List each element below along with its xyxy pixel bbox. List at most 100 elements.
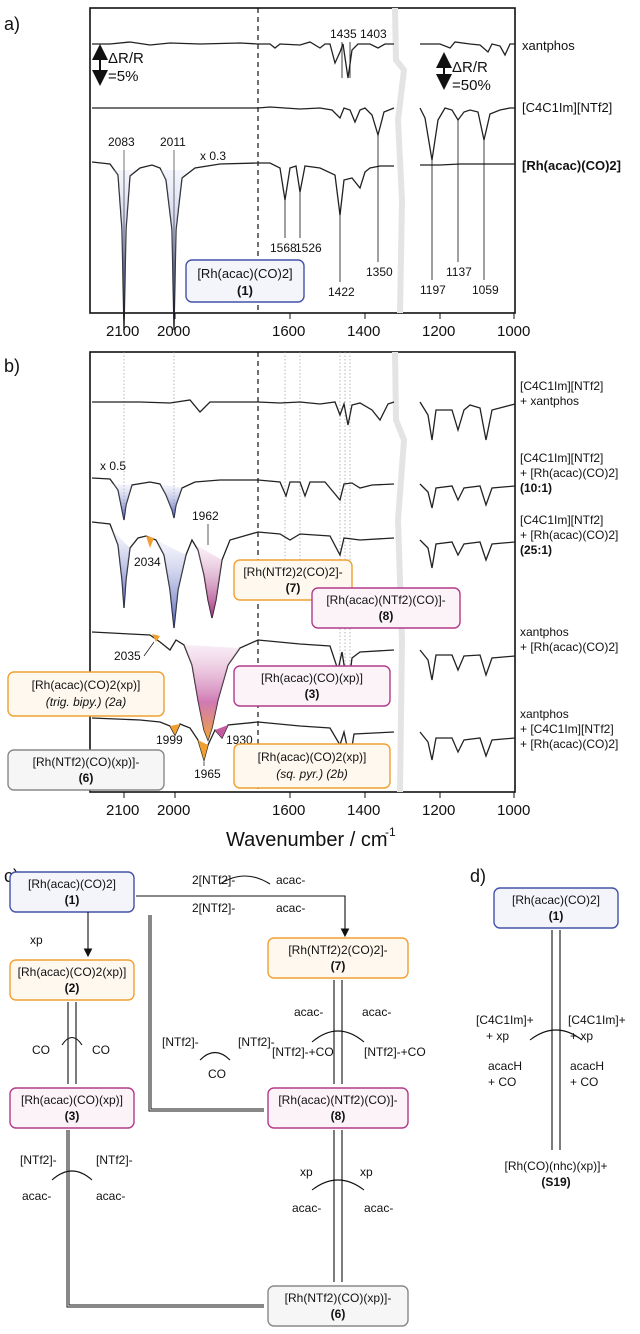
svg-text:acacH: acacH bbox=[570, 1059, 604, 1073]
svg-text:xp: xp bbox=[30, 933, 43, 947]
svg-text:(6): (6) bbox=[79, 771, 94, 785]
panel-d-label: d) bbox=[470, 866, 486, 886]
scheme-box-6 bbox=[267, 1285, 409, 1327]
svg-text:+ CO: + CO bbox=[570, 1075, 598, 1089]
svg-text:1400: 1400 bbox=[347, 802, 380, 819]
svg-text:[Rh(acac)(NTf2)(CO)]-: [Rh(acac)(NTf2)(CO)]- bbox=[326, 593, 445, 607]
label-a-rh: [Rh(acac)(CO)2] bbox=[522, 158, 621, 173]
panel-b-label: b) bbox=[4, 356, 20, 376]
svg-text:acac-: acac- bbox=[96, 1189, 125, 1203]
svg-text:[NTf2]-: [NTf2]- bbox=[96, 1153, 133, 1167]
svg-text:acac-: acac- bbox=[276, 901, 305, 915]
svg-text:[NTf2]-: [NTf2]- bbox=[238, 1035, 275, 1049]
peak-1403: 1403 bbox=[360, 27, 387, 41]
peak-1059: 1059 bbox=[472, 283, 499, 297]
tick-a-1400: 1400 bbox=[347, 323, 380, 340]
svg-text:(1): (1) bbox=[549, 909, 564, 923]
box-a-id: (1) bbox=[237, 283, 253, 298]
svg-text:(8): (8) bbox=[331, 1109, 346, 1123]
label-a-il: [C4C1Im][NTf2] bbox=[522, 100, 612, 115]
svg-text:acac-: acac- bbox=[276, 873, 305, 887]
axis-b-ticks bbox=[123, 792, 515, 798]
svg-text:CO: CO bbox=[208, 1067, 226, 1081]
svg-text:[Rh(acac)(CO)(xp)]: [Rh(acac)(CO)(xp)] bbox=[21, 1093, 123, 1107]
b-label-4-l1: xantphos bbox=[520, 625, 569, 639]
box-b-3 bbox=[233, 665, 391, 707]
box-a-title: [Rh(acac)(CO)2] bbox=[197, 266, 292, 281]
tick-a-1600: 1600 bbox=[272, 323, 305, 340]
trace-b1 bbox=[92, 399, 516, 441]
svg-text:acac-: acac- bbox=[294, 1005, 323, 1019]
b-label-3-l1: [C4C1Im][NTf2] bbox=[520, 513, 603, 527]
peak-b-1999: 1999 bbox=[156, 733, 183, 747]
svg-text:[Rh(acac)(CO)(xp)]: [Rh(acac)(CO)(xp)] bbox=[261, 671, 363, 685]
peak-1526: 1526 bbox=[295, 241, 322, 255]
peak-b-2035: 2035 bbox=[114, 649, 141, 663]
factor-b: x 0.5 bbox=[100, 459, 126, 473]
svg-text:acac-: acac- bbox=[364, 1201, 393, 1215]
scheme-c-arrows bbox=[51, 875, 365, 1308]
svg-text:1200: 1200 bbox=[422, 802, 455, 819]
label-a-xantphos: xantphos bbox=[522, 38, 575, 53]
scalebar-right-label: ΔR/R bbox=[452, 59, 488, 76]
svg-text:(S19): (S19) bbox=[541, 1175, 570, 1189]
svg-text:acac-: acac- bbox=[292, 1201, 321, 1215]
peak-1435: 1435 bbox=[330, 27, 357, 41]
svg-text:(sq. pyr.) (2b): (sq. pyr.) (2b) bbox=[276, 767, 348, 781]
svg-text:(7): (7) bbox=[286, 581, 301, 595]
peak-1137: 1137 bbox=[446, 265, 472, 279]
svg-text:1600: 1600 bbox=[272, 802, 305, 819]
svg-text:(trig. bipy.) (2a): (trig. bipy.) (2a) bbox=[46, 695, 126, 709]
svg-text:2100: 2100 bbox=[106, 802, 139, 819]
trace-rh-complex bbox=[91, 161, 515, 331]
svg-text:[NTf2]-: [NTf2]- bbox=[162, 1035, 199, 1049]
svg-text:2000: 2000 bbox=[157, 802, 190, 819]
scheme-d-box-1 bbox=[493, 887, 619, 929]
b-label-1-l1: [C4C1Im][NTf2] bbox=[520, 379, 603, 393]
peak-2083: 2083 bbox=[108, 135, 135, 149]
svg-text:+ xp: + xp bbox=[486, 1029, 509, 1043]
tick-a-1000: 1000 bbox=[497, 323, 530, 340]
box-b-6 bbox=[7, 749, 165, 791]
tick-a-1200: 1200 bbox=[422, 323, 455, 340]
peak-b-1965: 1965 bbox=[194, 767, 221, 781]
svg-text:[Rh(acac)(CO)2(xp)]: [Rh(acac)(CO)2(xp)] bbox=[32, 678, 141, 692]
peak-2011: 2011 bbox=[160, 135, 186, 149]
b-label-2-l1: [C4C1Im][NTf2] bbox=[520, 451, 603, 465]
svg-text:(3): (3) bbox=[305, 687, 320, 701]
peak-1197: 1197 bbox=[420, 283, 446, 297]
box-b-2a bbox=[7, 671, 165, 717]
svg-text:[NTf2]-+CO: [NTf2]-+CO bbox=[272, 1045, 334, 1059]
svg-text:(1): (1) bbox=[65, 893, 80, 907]
svg-text:CO: CO bbox=[32, 1043, 50, 1057]
peak-b-1962: 1962 bbox=[192, 509, 219, 523]
svg-text:[Rh(NTf2)(CO)(xp)]-: [Rh(NTf2)(CO)(xp)]- bbox=[285, 1291, 392, 1305]
svg-text:acacH: acacH bbox=[488, 1059, 522, 1073]
svg-text:+ CO: + CO bbox=[488, 1075, 516, 1089]
svg-text:[Rh(acac)(CO)2(xp)]: [Rh(acac)(CO)2(xp)] bbox=[18, 965, 127, 979]
svg-text:acac-: acac- bbox=[362, 1005, 391, 1019]
svg-text:[C4C1Im]+: [C4C1Im]+ bbox=[568, 1013, 626, 1027]
svg-text:(2): (2) bbox=[65, 981, 80, 995]
svg-text:+ xp: + xp bbox=[570, 1029, 593, 1043]
peak-1350: 1350 bbox=[366, 265, 393, 279]
background-artifact bbox=[392, 7, 408, 314]
svg-text:2[NTf2]-: 2[NTf2]- bbox=[192, 901, 235, 915]
b-label-5-l1: xantphos bbox=[520, 707, 569, 721]
svg-text:[C4C1Im]+: [C4C1Im]+ bbox=[476, 1013, 534, 1027]
svg-text:[Rh(acac)(NTf2)(CO)]-: [Rh(acac)(NTf2)(CO)]- bbox=[278, 1093, 397, 1107]
trace-ionic-liquid bbox=[92, 106, 515, 161]
scheme-box-3 bbox=[9, 1087, 135, 1129]
svg-text:[Rh(acac)(CO)2(xp)]: [Rh(acac)(CO)2(xp)] bbox=[258, 750, 367, 764]
scheme-d-arrows bbox=[529, 930, 583, 1150]
svg-text:[NTf2]-+CO: [NTf2]-+CO bbox=[364, 1045, 426, 1059]
peak-b-2034: 2034 bbox=[134, 555, 161, 569]
scalebar-left-value: =5% bbox=[108, 68, 138, 85]
svg-text:[Rh(acac)(CO)2]: [Rh(acac)(CO)2] bbox=[512, 893, 600, 907]
svg-text:2[NTf2]-: 2[NTf2]- bbox=[192, 873, 235, 887]
svg-text:xp: xp bbox=[360, 1165, 373, 1179]
panel-a-frame bbox=[89, 7, 516, 314]
box-b-2b bbox=[233, 743, 391, 789]
b-label-5-l3: + [Rh(acac)(CO)2] bbox=[520, 737, 618, 751]
